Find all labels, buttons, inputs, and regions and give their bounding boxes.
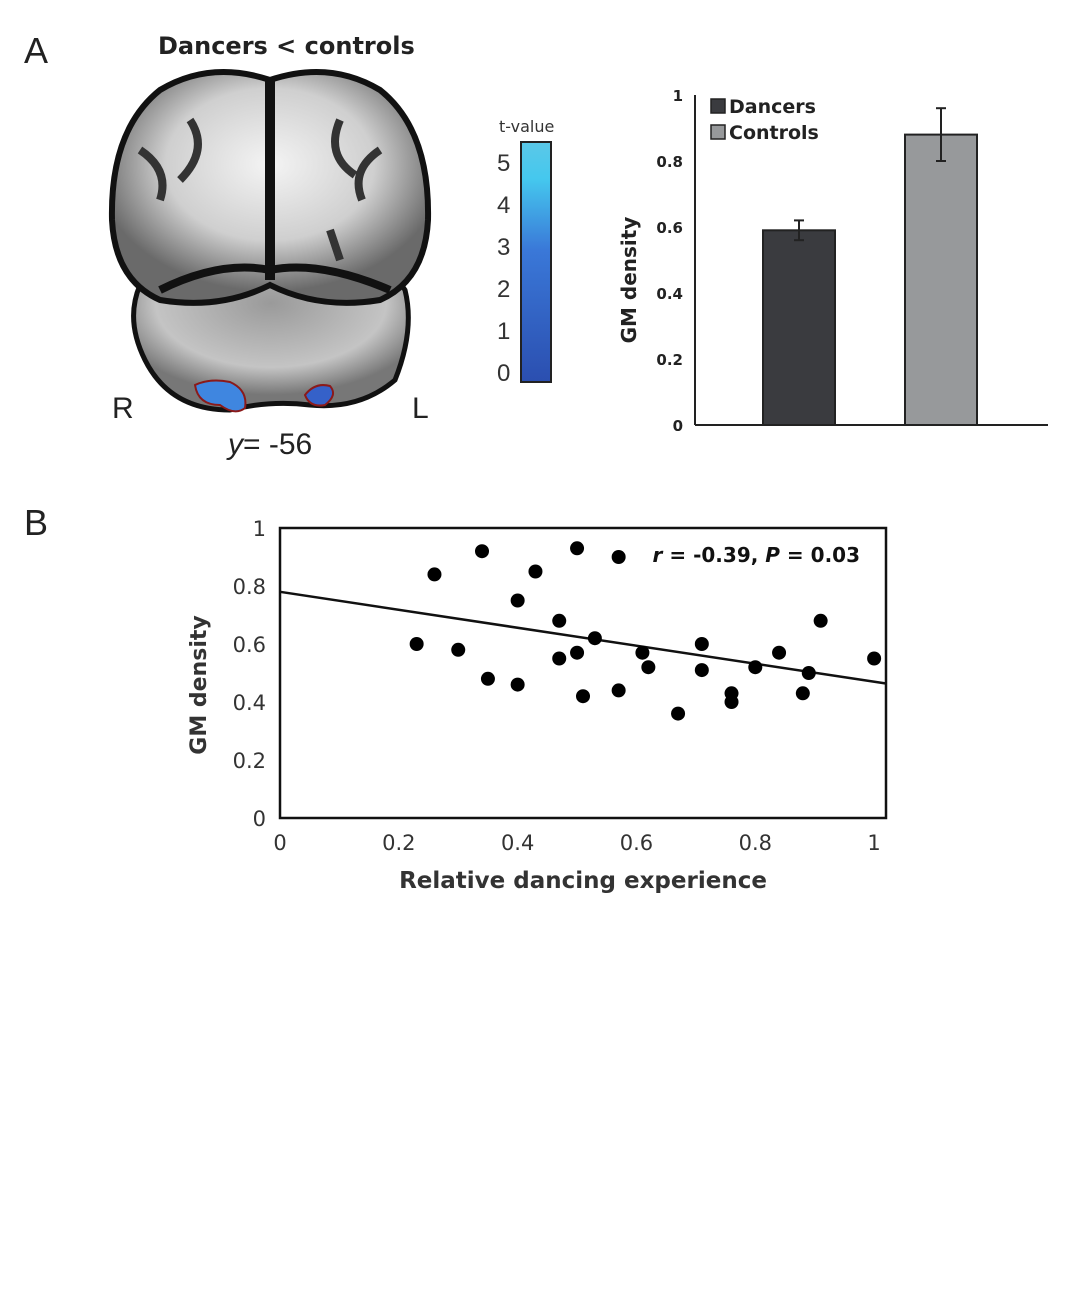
x-tick-label: 0.4 — [501, 831, 534, 855]
annotation-part: = 0.03 — [780, 543, 860, 567]
data-point — [772, 645, 787, 660]
annotation-part: P — [765, 543, 780, 567]
colorbar-tick-label: 5 — [497, 150, 511, 177]
y-tick-label: 0.4 — [656, 285, 683, 303]
data-point — [801, 666, 816, 680]
right-cluster — [193, 379, 247, 413]
legend-label: Controls — [729, 122, 819, 144]
y-tick-label: 0.8 — [233, 575, 266, 599]
brain-title: Dancers < controls — [158, 32, 415, 60]
data-point — [671, 706, 686, 721]
scatter-chart: 0 0.2 0.4 0.6 0.8 1 0 0.2 0.4 0.6 0.8 1 Relative dan… — [187, 517, 888, 894]
y-tick-label: 0.2 — [656, 351, 683, 369]
y-tick-label: 0.6 — [233, 633, 266, 657]
data-point — [587, 631, 602, 646]
colorbar-tick-label: 3 — [497, 234, 511, 261]
colorbar-tick-label: 2 — [497, 276, 511, 303]
legend-label: Dancers — [729, 96, 816, 118]
data-point — [552, 613, 567, 628]
data-point — [480, 671, 495, 686]
colorbar-tick-label: 1 — [497, 318, 511, 345]
y-tick-label: 0 — [253, 807, 266, 831]
data-point — [570, 645, 585, 660]
x-tick-label: 0.6 — [620, 831, 653, 855]
y-tick-label: 0 — [673, 417, 683, 435]
colorbar-title: t-value — [499, 117, 555, 136]
y-tick-label: 0.6 — [656, 219, 683, 237]
data-point — [694, 663, 709, 678]
data-point — [813, 613, 828, 628]
colorbar-tick-label: 0 — [497, 360, 511, 387]
plot-frame — [278, 526, 888, 820]
x-tick-label: 0.8 — [739, 831, 772, 855]
data-point — [570, 541, 585, 556]
slice-axis: y — [228, 428, 243, 461]
y-tick-label: 1 — [673, 87, 683, 105]
bar-chart: 0 0.2 0.4 0.6 0.8 1 GM density Dancers Controls — [617, 87, 1048, 435]
slice-coordinate-label: y= -56 — [228, 428, 312, 462]
x-tick-label: 0 — [273, 831, 286, 855]
correlation-annotation: r = -0.39, P = 0.03 — [653, 543, 860, 567]
y-tick-label: 0.2 — [233, 749, 266, 773]
data-point — [552, 651, 567, 666]
data-point — [528, 564, 543, 579]
data-point — [576, 689, 590, 704]
data-point — [641, 660, 656, 675]
data-point — [724, 695, 739, 709]
bar-controls — [904, 133, 978, 426]
data-point — [427, 567, 442, 582]
regression-line — [279, 590, 887, 685]
y-axis-label: GM density — [187, 615, 212, 754]
brain-slice-image — [108, 69, 432, 413]
data-point — [611, 550, 626, 564]
data-point — [409, 637, 424, 651]
data-point — [611, 683, 626, 698]
data-point — [694, 637, 709, 651]
x-tick-label: 0.2 — [382, 831, 415, 855]
panel-label-a: A — [24, 30, 49, 71]
legend-swatch — [710, 124, 726, 140]
slice-value: = -56 — [243, 428, 313, 461]
data-point — [635, 645, 650, 660]
annotation-part: r — [653, 543, 664, 567]
y-tick-label: 0.8 — [656, 153, 683, 171]
data-point — [748, 660, 763, 675]
colorbar-tick-label: 4 — [497, 192, 511, 219]
data-point — [795, 686, 810, 701]
y-axis-label: GM density — [617, 217, 641, 344]
panel-label-b: B — [24, 502, 49, 543]
left-cluster — [303, 384, 335, 407]
right-hemisphere-label: R — [112, 392, 134, 425]
bar-dancers — [762, 229, 836, 426]
x-axis-label: Relative dancing experience — [399, 868, 767, 894]
data-point — [475, 544, 489, 559]
data-point — [510, 677, 525, 692]
data-point — [451, 642, 466, 657]
annotation-part: = -0.39, — [662, 543, 765, 567]
y-tick-label: 0.4 — [233, 691, 266, 715]
data-point — [867, 651, 882, 666]
legend-swatch — [710, 98, 726, 114]
colorbar — [520, 141, 552, 383]
left-hemisphere-label: L — [412, 392, 429, 425]
data-point — [510, 593, 525, 608]
x-tick-label: 1 — [867, 831, 880, 855]
y-tick-label: 1 — [253, 517, 266, 541]
